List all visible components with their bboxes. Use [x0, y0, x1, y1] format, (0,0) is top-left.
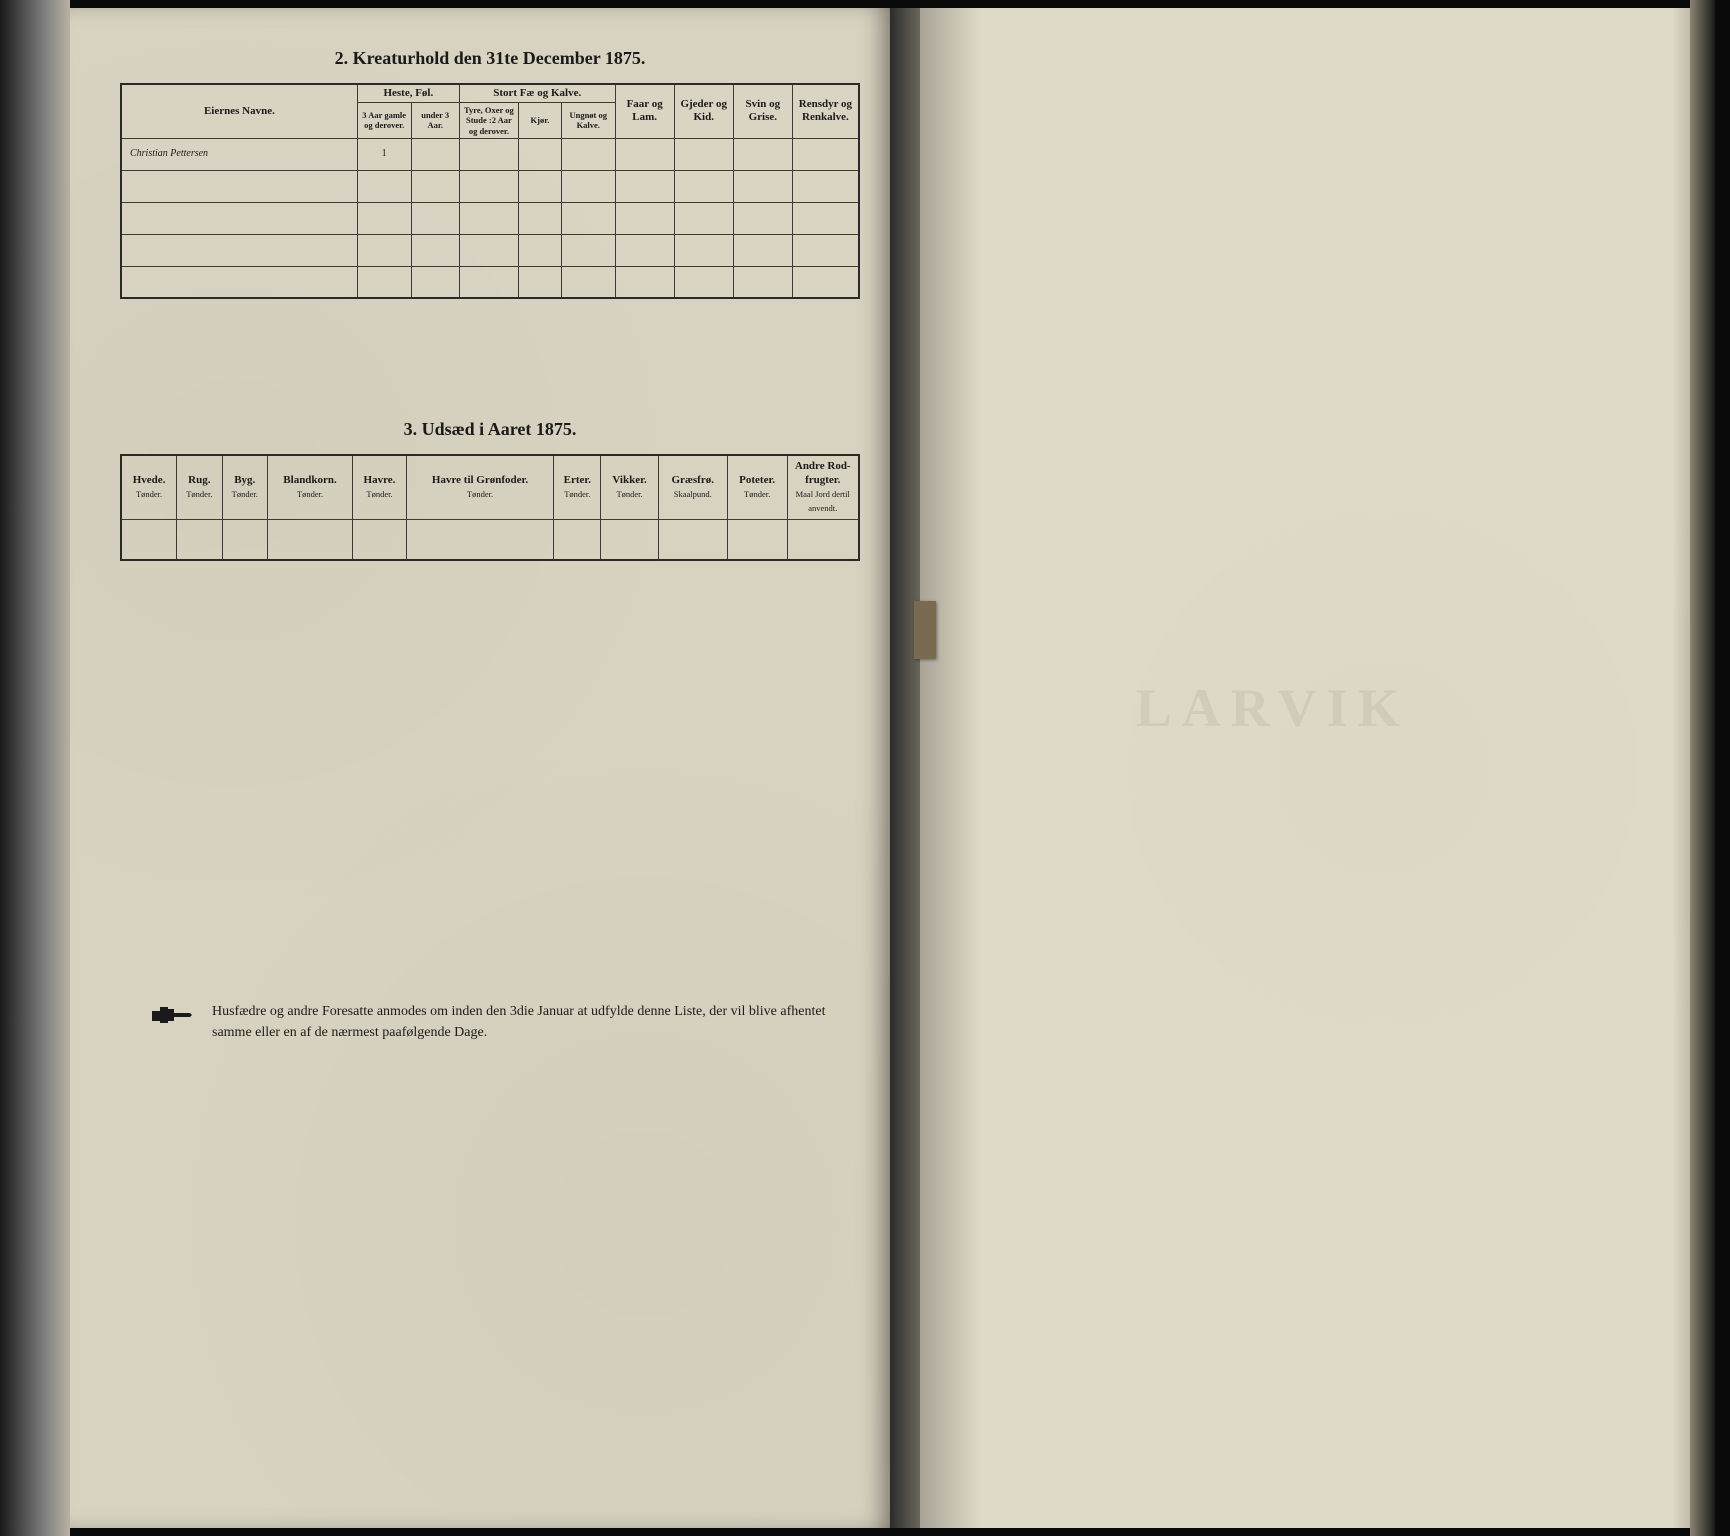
col-graesfro: Græsfrø.Skaalpund. — [658, 455, 727, 520]
col-rensdyr: Rensdyr og Renkalve. — [792, 84, 859, 138]
sowing-table: Hvede.Tønder. Rug.Tønder. Byg.Tønder. Bl… — [120, 454, 860, 561]
col-byg: Byg.Tønder. — [222, 455, 267, 520]
col-rug: Rug.Tønder. — [177, 455, 222, 520]
pointing-hand-icon — [150, 1003, 194, 1027]
watermark-text: LARVIK — [1136, 677, 1410, 739]
col-faar: Faar og Lam. — [615, 84, 674, 138]
footer-text: Husfædre og andre Foresatte anmodes om i… — [212, 1001, 840, 1043]
cell-blank — [674, 138, 733, 170]
frame-right — [1715, 0, 1730, 1536]
right-page: LARVIK — [920, 8, 1690, 1528]
col-gjeder: Gjeder og Kid. — [674, 84, 733, 138]
left-binding-edge — [0, 0, 70, 1536]
col-blandkorn: Blandkorn.Tønder. — [267, 455, 352, 520]
sub-fae-1: Tyre, Oxer og Stude :2 Aar og derover. — [459, 103, 518, 139]
table-row — [121, 202, 859, 234]
col-vikker: Vikker.Tønder. — [601, 455, 658, 520]
table-row — [121, 170, 859, 202]
cell-blank — [561, 138, 615, 170]
cell-blank — [615, 138, 674, 170]
footer-note: Husfædre og andre Foresatte anmodes om i… — [120, 1001, 860, 1043]
cell-blank — [411, 138, 459, 170]
group-heste: Heste, Føl. — [357, 84, 459, 103]
owner-name: Christian Pettersen — [121, 138, 357, 170]
sub-heste-1: 3 Aar gamle og derover. — [357, 103, 411, 139]
col-havre-gron: Havre til Grønfoder.Tønder. — [406, 455, 553, 520]
col-svin: Svin og Grise. — [733, 84, 792, 138]
section-2-title: 3. Udsæd i Aaret 1875. — [120, 419, 860, 440]
col-havre: Havre.Tønder. — [353, 455, 407, 520]
right-edge — [1690, 0, 1715, 1536]
table-row — [121, 266, 859, 298]
sub-heste-2: under 3 Aar. — [411, 103, 459, 139]
cell-blank — [733, 138, 792, 170]
table-row: Christian Pettersen 1 — [121, 138, 859, 170]
cell-heste-1: 1 — [357, 138, 411, 170]
cell-blank — [459, 138, 518, 170]
cell-blank — [518, 138, 561, 170]
sub-fae-2: Kjør. — [518, 103, 561, 139]
col-andre: Andre Rod-frugter.Maal Jord dertil anven… — [787, 455, 859, 520]
table-row — [121, 520, 859, 560]
section-1-title: 2. Kreaturhold den 31te December 1875. — [120, 48, 860, 69]
sub-fae-3: Ungnøt og Kalve. — [561, 103, 615, 139]
col-erter: Erter.Tønder. — [554, 455, 601, 520]
page-tab — [914, 601, 936, 659]
cell-blank — [792, 138, 859, 170]
group-stortfae: Stort Fæ og Kalve. — [459, 84, 615, 103]
book-spine — [890, 8, 920, 1528]
col-poteter: Poteter.Tønder. — [727, 455, 787, 520]
col-owner: Eiernes Navne. — [121, 84, 357, 138]
col-hvede: Hvede.Tønder. — [121, 455, 177, 520]
livestock-table: Eiernes Navne. Heste, Føl. Stort Fæ og K… — [120, 83, 860, 299]
table-row — [121, 234, 859, 266]
left-page: 2. Kreaturhold den 31te December 1875. E… — [70, 8, 890, 1528]
